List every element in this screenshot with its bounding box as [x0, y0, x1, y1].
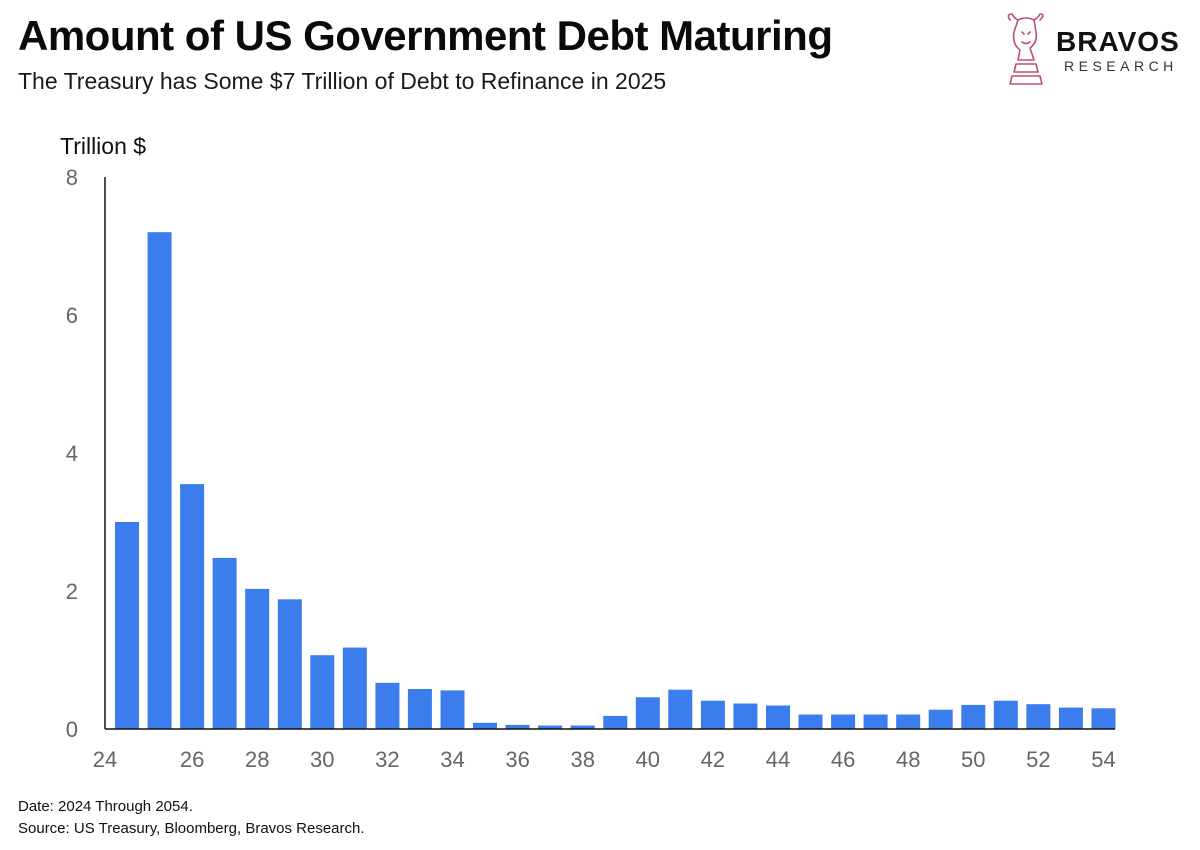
x-tick-label: 28 [245, 747, 269, 772]
footer-source-note: Source: US Treasury, Bloomberg, Bravos R… [18, 820, 365, 837]
bar-50 [961, 704, 986, 729]
logo-wordmark: BRAVOS [1056, 26, 1180, 57]
bar-30 [310, 655, 335, 729]
bar-29 [277, 599, 302, 729]
bar-38 [570, 725, 595, 729]
bar-47 [863, 714, 888, 729]
bar-28 [245, 588, 270, 729]
x-tick-label: 24 [93, 747, 117, 772]
bar-27 [212, 557, 237, 729]
x-tick-label: 50 [961, 747, 985, 772]
x-tick-label: 42 [701, 747, 725, 772]
bar-35 [473, 722, 497, 729]
x-tick-label: 32 [375, 747, 399, 772]
brand-logo: BRAVOS RESEARCH [1000, 10, 1190, 90]
bar-49 [928, 709, 953, 729]
x-tick-label: 36 [505, 747, 529, 772]
x-tick-label: 40 [636, 747, 660, 772]
bar-54 [1091, 708, 1116, 729]
bar-46 [831, 714, 856, 729]
bar-39 [603, 715, 628, 729]
y-tick-label: 2 [66, 579, 78, 604]
bar-26 [180, 484, 205, 729]
bar-45 [798, 714, 823, 729]
x-tick-label: 30 [310, 747, 334, 772]
x-tick-label: 48 [896, 747, 920, 772]
x-tick-label: 46 [831, 747, 855, 772]
bull-knight-icon [1007, 13, 1044, 85]
bar-40 [635, 697, 660, 729]
logo-subtitle: RESEARCH [1064, 58, 1178, 74]
x-tick-label: 34 [440, 747, 464, 772]
y-tick-label: 8 [66, 165, 78, 190]
y-tick-label: 4 [66, 441, 78, 466]
bar-33 [407, 689, 432, 729]
bar-24 [115, 522, 139, 729]
x-tick-label: 38 [570, 747, 594, 772]
bar-51 [993, 700, 1018, 729]
bar-32 [375, 682, 400, 729]
bars [115, 232, 1116, 729]
x-axis-ticks: 24 26 28 30 32 34 36 38 40 42 44 46 48 50 52 54 [93, 747, 1116, 772]
bar-43 [733, 703, 758, 729]
y-axis-label: Trillion $ [60, 133, 146, 159]
bar-41 [668, 689, 693, 729]
bar-31 [342, 647, 367, 729]
bar-53 [1058, 707, 1083, 729]
page-title: Amount of US Government Debt Maturing [18, 12, 833, 59]
x-tick-label: 26 [180, 747, 204, 772]
page-subtitle: The Treasury has Some $7 Trillion of Deb… [18, 68, 667, 94]
y-tick-label: 0 [66, 717, 78, 742]
y-axis-ticks: 0 2 4 6 8 [66, 165, 78, 742]
y-tick-label: 6 [66, 303, 78, 328]
bar-36 [505, 724, 530, 729]
bar-34 [440, 690, 465, 729]
bar-42 [700, 700, 725, 729]
x-tick-label: 54 [1091, 747, 1115, 772]
bar-37 [538, 725, 563, 729]
bar-52 [1026, 704, 1051, 729]
bar-44 [766, 705, 790, 729]
x-tick-label: 52 [1026, 747, 1050, 772]
bar-48 [896, 714, 921, 729]
footer-date-note: Date: 2024 Through 2054. [18, 798, 193, 815]
x-tick-label: 44 [766, 747, 790, 772]
bar-25 [147, 232, 172, 729]
